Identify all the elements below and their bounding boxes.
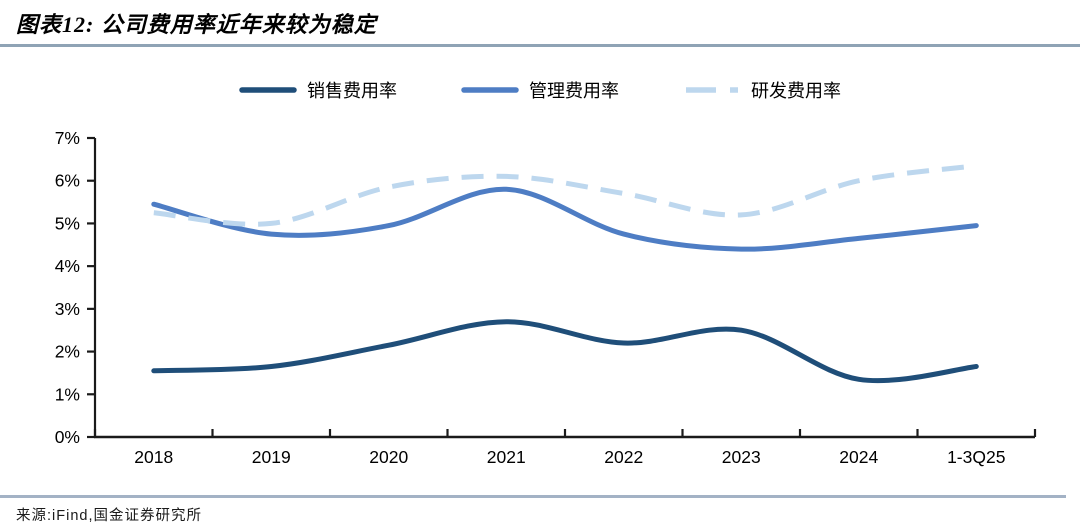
legend-line-swatch [461, 87, 519, 93]
series-line-1 [151, 186, 979, 252]
y-tick-label: 6% [55, 171, 80, 191]
x-tick-label: 2023 [722, 447, 761, 467]
legend-label: 销售费用率 [307, 81, 397, 101]
legend-label: 研发费用率 [751, 81, 841, 101]
x-tick-label: 2024 [839, 447, 878, 467]
y-tick-label: 7% [55, 128, 80, 148]
y-axis-ticks: 0% 1% 2% 3% 4% 5% 6% 7% [55, 128, 95, 447]
y-tick-label: 3% [55, 299, 80, 319]
legend-label: 管理费用率 [529, 81, 619, 101]
expense-ratio-chart: 0% 1% 2% 3% 4% 5% 6% 7% 2018 2019 2020 2021 2022 2023… [55, 128, 1037, 467]
source-text: 来源:iFind,国金证券研究所 [16, 508, 202, 524]
y-tick-label: 5% [55, 213, 80, 233]
y-tick-label: 1% [55, 384, 80, 404]
y-tick-label: 2% [55, 342, 80, 362]
x-tick-label: 2018 [134, 447, 173, 467]
legend-item-1: 管理费用率 [461, 77, 619, 103]
x-tick-label: 2021 [487, 447, 526, 467]
x-tick-label: 2020 [369, 447, 408, 467]
series-line-0 [151, 319, 979, 384]
title-rule [0, 44, 1080, 47]
legend-item-0: 销售费用率 [239, 77, 397, 103]
chart-legend: 销售费用率 管理费用率 研发费用率 [0, 77, 1080, 103]
y-tick-label: 0% [55, 427, 80, 447]
legend-line-swatch [239, 87, 297, 93]
chart-area: 0% 1% 2% 3% 4% 5% 6% 7% 2018 2019 2020 2021 2022 2023… [0, 115, 1080, 488]
legend-dashed-line-swatch [686, 87, 738, 93]
legend-item-2: 研发费用率 [683, 77, 841, 103]
x-axis-ticks: 2018 2019 2020 2021 2022 2023 2024 1-3Q25 [93, 429, 1037, 467]
x-tick-label: 2022 [604, 447, 643, 467]
footer-rule [0, 495, 1066, 498]
axes [93, 138, 1035, 439]
figure-title: 图表12: 公司费用率近年来较为稳定 [16, 12, 377, 37]
x-tick-label: 1-3Q25 [947, 447, 1005, 467]
y-tick-label: 4% [55, 256, 80, 276]
series-line-2 [153, 163, 977, 227]
x-tick-label: 2019 [252, 447, 291, 467]
